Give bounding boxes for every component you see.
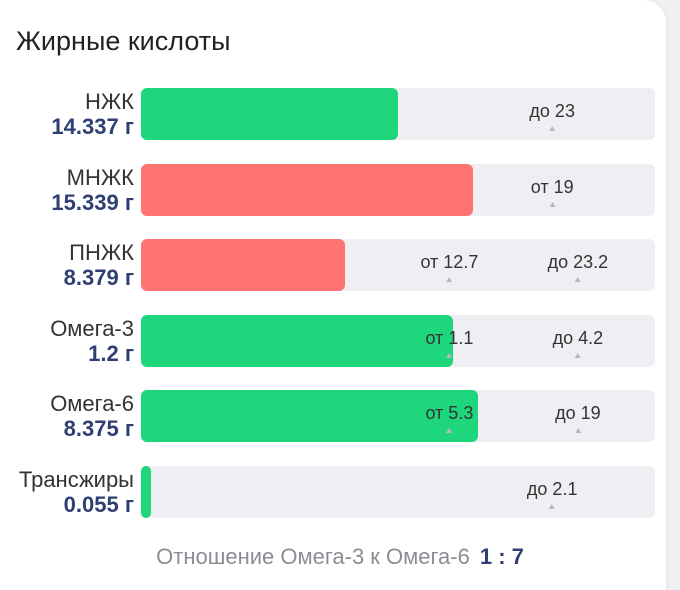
marker-tick-icon [549,201,556,207]
norm-marker-label: до 2.1 [526,479,578,499]
nutrient-row: НЖК 14.337 г до 23 [0,88,666,140]
norm-marker: до 4.2 [552,315,604,367]
marker-tick-icon [549,504,556,509]
norm-marker: до 2.1 [526,466,578,518]
nutrient-amount: 15.339 г [51,189,134,215]
nutrient-name: Трансжиры [18,467,134,492]
norm-marker-label: до 23.2 [547,252,609,273]
norm-marker: от 1.1 [425,315,473,367]
nutrient-name: НЖК [84,89,134,114]
nutrient-label: Трансжиры 0.055 г [19,468,134,518]
progress-fill [141,88,398,140]
section-title: Жирные кислоты [16,26,231,56]
norm-marker-label: до 19 [555,403,601,424]
nutrient-amount: 0.055 г [63,492,134,517]
progress-fill [141,314,453,367]
nutrient-name: Омега-3 [50,315,134,341]
nutrient-amount: 14.337 г [51,114,134,139]
nutrient-row: ПНЖК 8.379 г от 12.7 до 23.2 [0,239,666,292]
norm-marker-label: до 4.2 [552,327,604,348]
norm-marker: до 23.2 [547,239,609,291]
norm-marker: от 5.3 [425,390,473,442]
nutrient-row: МНЖК 15.339 г от 19 [0,163,666,216]
marker-tick-icon [574,277,581,283]
progress-track: от 1.1 до 4.2 [141,314,655,367]
nutrient-label: Омега-6 8.375 г [50,392,134,442]
marker-tick-icon [446,277,453,283]
progress-fill [141,390,479,443]
progress-fill [141,163,473,216]
omega-ratio-value: 1 : 7 [479,544,524,569]
nutrient-row: Трансжиры 0.055 г до 2.1 [0,466,666,518]
nutrient-row: Омега-3 1.2 г от 1.1 до 4.2 [0,314,666,367]
marker-tick-icon [549,126,556,131]
norm-marker-label: от 5.3 [425,403,474,424]
marker-tick-icon [446,352,453,358]
progress-track: до 2.1 [141,466,655,518]
marker-tick-icon [574,428,581,434]
omega-ratio: Отношение Омега-3 к Омега-6 1 : 7 [0,544,680,570]
norm-marker: до 23 [529,88,575,140]
nutrient-amount: 8.379 г [63,265,134,291]
norm-marker-label: до 23 [529,101,575,121]
fatty-acids-card: Жирные кислоты НЖК 14.337 г до 23 МНЖК 15.33… [0,0,666,590]
nutrient-label: ПНЖК 8.379 г [64,241,134,291]
norm-marker-label: от 12.7 [420,252,479,273]
norm-marker: от 19 [531,164,574,216]
nutrient-amount: 8.375 г [63,416,134,442]
progress-fill [141,466,152,518]
progress-track: от 19 [141,163,655,216]
nutrient-name: ПНЖК [69,240,134,266]
nutrient-name: МНЖК [66,164,134,190]
progress-track: до 23 [141,88,655,140]
progress-fill [141,239,346,292]
norm-marker: от 12.7 [420,239,478,291]
marker-tick-icon [446,428,453,434]
nutrient-amount: 1.2 г [88,340,134,366]
marker-tick-icon [574,352,581,358]
norm-marker-label: от 1.1 [425,327,474,348]
nutrient-label: МНЖК 15.339 г [51,164,134,216]
omega-ratio-label: Отношение Омега-3 к Омега-6 [156,544,470,569]
nutrient-label: НЖК 14.337 г [51,90,134,140]
norm-marker: до 19 [555,390,601,442]
nutrient-label: Омега-3 1.2 г [50,315,134,367]
norm-marker-label: от 19 [530,176,574,197]
progress-track: от 12.7 до 23.2 [141,239,655,292]
nutrient-name: Омега-6 [50,391,134,417]
progress-track: от 5.3 до 19 [141,390,655,443]
nutrient-row: Омега-6 8.375 г от 5.3 до 19 [0,390,666,443]
